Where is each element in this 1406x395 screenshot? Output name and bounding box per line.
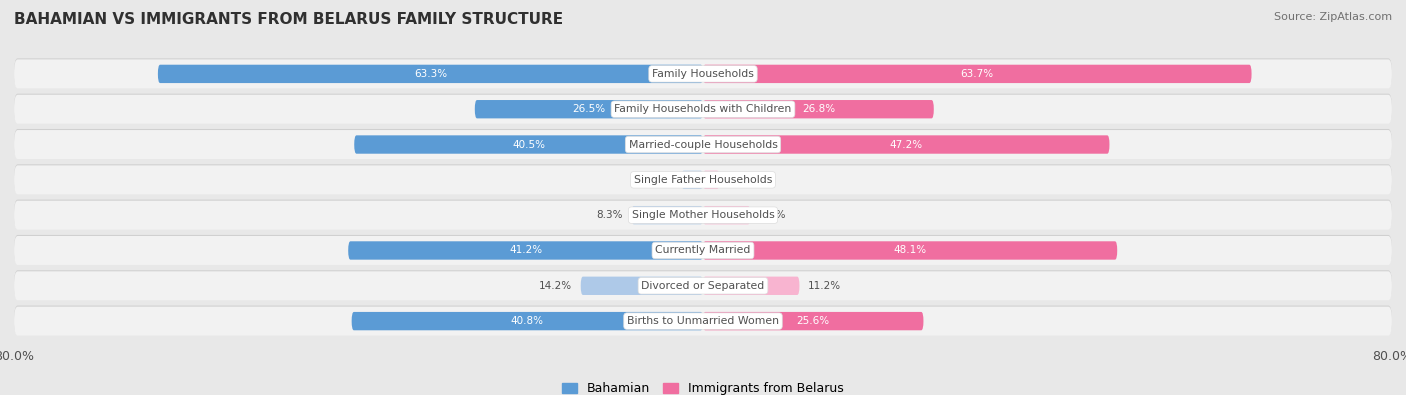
Text: 41.2%: 41.2%	[509, 245, 543, 256]
Text: 11.2%: 11.2%	[808, 281, 841, 291]
FancyBboxPatch shape	[14, 164, 1392, 193]
FancyBboxPatch shape	[14, 270, 1392, 299]
FancyBboxPatch shape	[14, 307, 1392, 336]
FancyBboxPatch shape	[14, 271, 1392, 300]
Text: 5.5%: 5.5%	[759, 210, 786, 220]
FancyBboxPatch shape	[14, 201, 1392, 229]
FancyBboxPatch shape	[14, 58, 1392, 87]
Legend: Bahamian, Immigrants from Belarus: Bahamian, Immigrants from Belarus	[562, 382, 844, 395]
Text: 48.1%: 48.1%	[894, 245, 927, 256]
FancyBboxPatch shape	[14, 235, 1392, 264]
FancyBboxPatch shape	[703, 100, 934, 118]
Text: Source: ZipAtlas.com: Source: ZipAtlas.com	[1274, 12, 1392, 22]
FancyBboxPatch shape	[682, 171, 703, 189]
FancyBboxPatch shape	[703, 312, 924, 330]
FancyBboxPatch shape	[14, 129, 1392, 158]
Text: Family Households with Children: Family Households with Children	[614, 104, 792, 114]
Text: Family Households: Family Households	[652, 69, 754, 79]
Text: 2.5%: 2.5%	[647, 175, 673, 185]
Text: 25.6%: 25.6%	[797, 316, 830, 326]
FancyBboxPatch shape	[14, 59, 1392, 88]
Text: Single Father Households: Single Father Households	[634, 175, 772, 185]
Text: 26.8%: 26.8%	[801, 104, 835, 114]
Text: 8.3%: 8.3%	[596, 210, 623, 220]
Text: BAHAMIAN VS IMMIGRANTS FROM BELARUS FAMILY STRUCTURE: BAHAMIAN VS IMMIGRANTS FROM BELARUS FAMI…	[14, 12, 564, 27]
Text: 26.5%: 26.5%	[572, 104, 606, 114]
Text: Births to Unmarried Women: Births to Unmarried Women	[627, 316, 779, 326]
FancyBboxPatch shape	[631, 206, 703, 224]
FancyBboxPatch shape	[14, 199, 1392, 229]
FancyBboxPatch shape	[475, 100, 703, 118]
FancyBboxPatch shape	[157, 65, 703, 83]
Text: 1.9%: 1.9%	[728, 175, 755, 185]
FancyBboxPatch shape	[354, 135, 703, 154]
Text: 40.8%: 40.8%	[510, 316, 544, 326]
Text: Married-couple Households: Married-couple Households	[628, 139, 778, 150]
FancyBboxPatch shape	[352, 312, 703, 330]
Text: 63.7%: 63.7%	[960, 69, 994, 79]
FancyBboxPatch shape	[703, 65, 1251, 83]
FancyBboxPatch shape	[581, 276, 703, 295]
Text: 14.2%: 14.2%	[538, 281, 572, 291]
Text: 47.2%: 47.2%	[890, 139, 922, 150]
FancyBboxPatch shape	[14, 95, 1392, 124]
Text: Single Mother Households: Single Mother Households	[631, 210, 775, 220]
FancyBboxPatch shape	[703, 135, 1109, 154]
FancyBboxPatch shape	[349, 241, 703, 260]
FancyBboxPatch shape	[14, 94, 1392, 122]
FancyBboxPatch shape	[703, 241, 1118, 260]
Text: 40.5%: 40.5%	[512, 139, 546, 150]
Text: 63.3%: 63.3%	[413, 69, 447, 79]
Text: Divorced or Separated: Divorced or Separated	[641, 281, 765, 291]
FancyBboxPatch shape	[703, 276, 800, 295]
FancyBboxPatch shape	[14, 306, 1392, 335]
FancyBboxPatch shape	[703, 206, 751, 224]
FancyBboxPatch shape	[14, 166, 1392, 194]
Text: Currently Married: Currently Married	[655, 245, 751, 256]
FancyBboxPatch shape	[14, 236, 1392, 265]
FancyBboxPatch shape	[14, 130, 1392, 159]
FancyBboxPatch shape	[703, 171, 720, 189]
